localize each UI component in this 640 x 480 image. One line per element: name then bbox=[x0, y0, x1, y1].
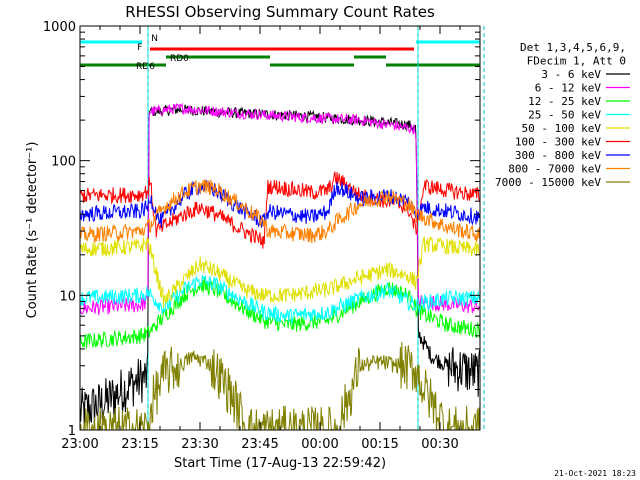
x-tick-label-0: 23:00 bbox=[61, 437, 98, 452]
series-line-7000-15000-kev bbox=[79, 341, 481, 432]
legend-header-1: FDecim 1, Att 0 bbox=[527, 55, 626, 68]
x-tick-label-4: 00:00 bbox=[301, 437, 338, 452]
axes bbox=[79, 25, 481, 431]
y-tick-label-0: 1 bbox=[68, 424, 76, 439]
flag-bars: NF RD0 RD6 bbox=[80, 34, 480, 72]
legend-label-2: 12 - 25 keV bbox=[528, 95, 601, 108]
legend-label-4: 50 - 100 keV bbox=[522, 122, 602, 135]
y-tick-label-3: 1000 bbox=[43, 20, 76, 35]
legend-label-3: 25 - 50 keV bbox=[528, 109, 601, 122]
flag-label-n: N bbox=[151, 34, 158, 44]
series-line-6-12-kev bbox=[79, 102, 481, 316]
y-axis-label: Count Rate (s⁻¹ detector⁻¹) bbox=[25, 142, 40, 319]
footer-date: 21-Oct-2021 18:23 bbox=[554, 469, 636, 478]
x-axis-label: Start Time (17-Aug-13 22:59:42) bbox=[174, 456, 386, 471]
legend-label-6: 300 - 800 keV bbox=[515, 149, 601, 162]
x-tick-label-6: 00:30 bbox=[421, 437, 458, 452]
flag-label-f: F bbox=[137, 43, 142, 53]
chart-title: RHESSI Observing Summary Count Rates bbox=[125, 3, 435, 21]
x-tick-label-3: 23:45 bbox=[241, 437, 278, 452]
x-tick-label-5: 00:15 bbox=[361, 437, 398, 452]
x-tick-labels: 23:00 23:15 23:30 23:45 00:00 00:15 00:30 bbox=[61, 437, 458, 452]
legend-label-0: 3 - 6 keV bbox=[541, 68, 601, 81]
series-line-100-300-kev bbox=[79, 171, 481, 249]
y-tick-label-1: 10 bbox=[59, 289, 76, 304]
x-tick-label-2: 23:30 bbox=[181, 437, 218, 452]
flag-label-rd0: RD0 bbox=[170, 54, 189, 64]
x-tick-label-1: 23:15 bbox=[121, 437, 158, 452]
legend-label-1: 6 - 12 keV bbox=[535, 82, 602, 95]
series-line-25-50-kev bbox=[79, 275, 481, 325]
legend: Det 1,3,4,5,6,9,FDecim 1, Att 03 - 6 keV… bbox=[495, 41, 630, 189]
series-lines bbox=[79, 102, 481, 432]
legend-label-7: 800 - 7000 keV bbox=[508, 163, 601, 176]
series-line-50-100-kev bbox=[79, 236, 480, 308]
y-tick-labels: 1 10 100 1000 bbox=[43, 20, 76, 439]
legend-label-8: 7000 - 15000 keV bbox=[495, 176, 601, 189]
legend-header-0: Det 1,3,4,5,6,9, bbox=[520, 41, 626, 54]
legend-label-5: 100 - 300 keV bbox=[515, 136, 601, 149]
series-line-800-7000-kev bbox=[79, 179, 481, 244]
flag-label-rd6: RD6 bbox=[136, 62, 155, 72]
y-tick-label-2: 100 bbox=[51, 155, 76, 170]
